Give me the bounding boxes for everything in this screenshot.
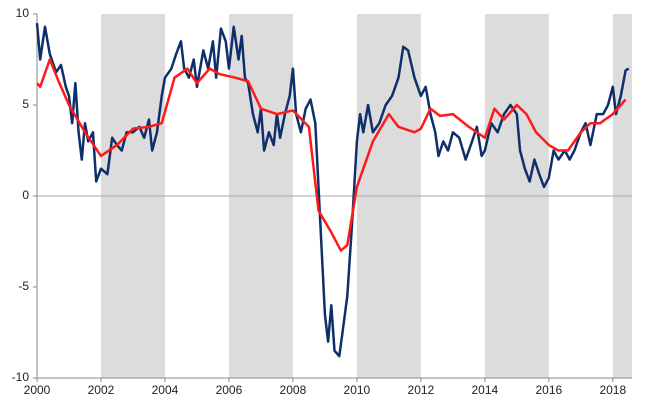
x-tick-label: 2006 — [216, 383, 243, 397]
x-tick-label: 2010 — [344, 383, 371, 397]
x-tick-label: 2012 — [408, 383, 435, 397]
x-tick-label: 2014 — [471, 383, 498, 397]
x-tick-label: 2002 — [88, 383, 115, 397]
y-tick-label: -10 — [12, 370, 30, 384]
series-line — [36, 58, 627, 252]
x-tick-label: 2008 — [280, 383, 307, 397]
x-tick-label: 2016 — [535, 383, 562, 397]
y-tick-label: 5 — [22, 97, 29, 111]
x-tick-label: 2000 — [24, 383, 51, 397]
y-tick-label: -5 — [18, 279, 29, 293]
x-tick-label: 2018 — [599, 383, 626, 397]
y-tick-label: 10 — [16, 6, 30, 20]
x-tick-label: 2004 — [152, 383, 179, 397]
y-tick-label: 0 — [22, 188, 29, 202]
